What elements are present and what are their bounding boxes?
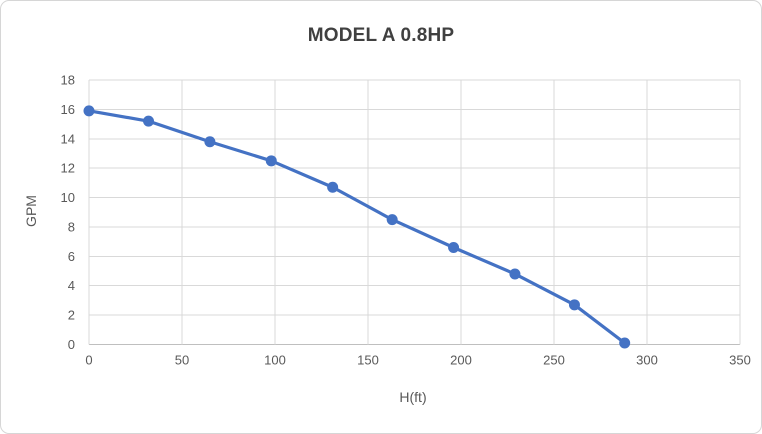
x-tick-label: 250 <box>543 353 565 368</box>
x-tick-label: 0 <box>85 353 92 368</box>
x-tick-label: 150 <box>357 353 379 368</box>
x-tick-label: 350 <box>729 353 751 368</box>
chart-title: MODEL A 0.8HP <box>307 25 455 46</box>
y-tick-label: 12 <box>61 161 75 176</box>
data-point-marker <box>83 105 95 117</box>
data-point-marker <box>204 136 216 148</box>
data-point-marker <box>265 155 277 167</box>
data-point-marker <box>568 299 580 311</box>
x-tick-label: 300 <box>636 353 658 368</box>
data-point-marker <box>386 214 398 226</box>
y-tick-label: 8 <box>68 219 75 234</box>
x-tick-label: 200 <box>450 353 472 368</box>
x-tick-label: 100 <box>264 353 286 368</box>
data-point-marker <box>327 181 339 193</box>
y-tick-label: 10 <box>61 190 75 205</box>
data-point-marker <box>143 115 155 127</box>
data-point-marker <box>448 242 460 254</box>
y-tick-label: 4 <box>68 278 75 293</box>
y-tick-label: 6 <box>68 249 75 264</box>
data-point-marker <box>619 337 631 349</box>
y-tick-label: 2 <box>68 308 75 323</box>
x-tick-label: 50 <box>175 353 189 368</box>
x-axis-title: H(ft) <box>399 389 427 405</box>
y-tick-label: 16 <box>61 102 75 117</box>
y-tick-label: 0 <box>68 337 75 352</box>
data-line-series <box>87 109 627 345</box>
y-tick-label: 14 <box>61 131 75 146</box>
y-tick-label: 18 <box>61 73 75 88</box>
data-point-marker <box>509 268 521 280</box>
